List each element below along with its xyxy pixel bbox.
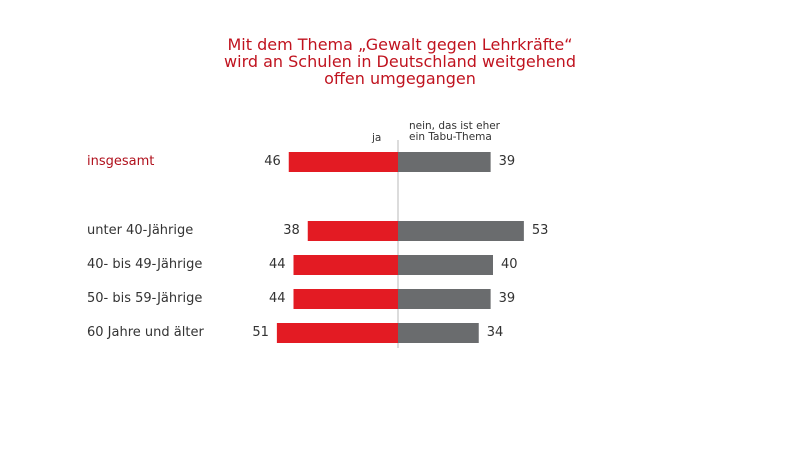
series-label-nein: nein, das ist eher ein Tabu-Thema [409, 121, 529, 143]
bar-nein [398, 221, 524, 241]
value-label-ja: 51 [252, 325, 269, 340]
title-line-3: offen umgegangen [324, 69, 476, 88]
bar-ja [293, 289, 398, 309]
value-label-ja: 46 [264, 154, 281, 169]
value-label-nein: 34 [486, 325, 504, 340]
category-label: unter 40-Jährige [87, 223, 194, 238]
value-label-nein: 39 [498, 291, 516, 306]
bar-ja [288, 152, 398, 172]
bar-ja [293, 255, 398, 275]
value-label-nein: 40 [501, 257, 518, 272]
bar-ja [276, 323, 398, 343]
category-label: 40- bis 49-Jährige [87, 257, 203, 272]
chart-title: Mit dem Thema „Gewalt gegen Lehrkräfte“ … [150, 36, 650, 87]
series-label-nein-line-1: nein, das ist eher [409, 120, 501, 132]
value-label-ja: 44 [268, 257, 286, 272]
value-label-ja: 44 [268, 291, 286, 306]
category-label: insgesamt [87, 154, 155, 169]
value-label-ja: 38 [283, 223, 300, 238]
value-label-nein: 53 [531, 223, 549, 238]
bar-nein [398, 255, 493, 275]
title-line-1: Mit dem Thema „Gewalt gegen Lehrkräfte“ [227, 35, 573, 54]
bar-nein [398, 289, 491, 309]
series-label-nein-line-2: ein Tabu-Thema [409, 131, 492, 143]
category-label: 50- bis 59-Jährige [87, 291, 203, 306]
value-label-nein: 39 [498, 154, 516, 169]
bar-nein [398, 152, 491, 172]
bar-ja [307, 221, 398, 241]
title-line-2: wird an Schulen in Deutschland weitgehen… [224, 52, 576, 71]
series-label-ja: ja [372, 132, 382, 144]
category-label: 60 Jahre und älter [87, 325, 204, 340]
bar-nein [398, 323, 479, 343]
